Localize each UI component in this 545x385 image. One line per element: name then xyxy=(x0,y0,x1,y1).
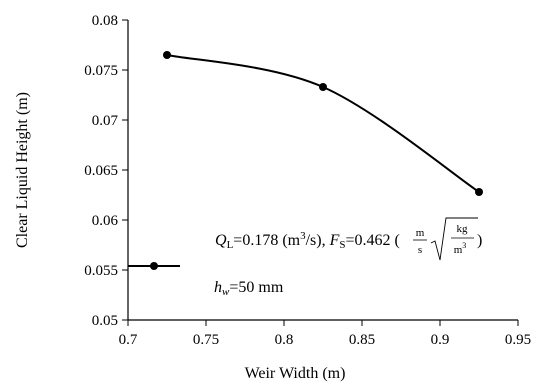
x-tick-label: 0.95 xyxy=(505,332,531,348)
legend-subscript: w xyxy=(222,286,230,298)
annotation-q-unit-end: /s), xyxy=(306,232,330,249)
annotation-q-sup: 3 xyxy=(300,230,306,242)
legend-marker xyxy=(150,262,158,270)
fraction-kg: kg xyxy=(457,223,469,235)
data-point xyxy=(319,83,327,91)
fraction-m: m xyxy=(416,227,425,239)
y-tick-label: 0.065 xyxy=(84,163,118,179)
fraction-s: s xyxy=(418,244,422,256)
sqrt-sign xyxy=(430,217,478,261)
annotation-f-value: =0.462 ( xyxy=(346,232,400,249)
y-tick-label: 0.05 xyxy=(92,313,118,329)
y-tick-label: 0.075 xyxy=(84,63,118,79)
legend-symbol: h xyxy=(214,279,222,296)
legend-value: =50 mm xyxy=(229,279,283,296)
x-tick-label: 0.85 xyxy=(349,332,375,348)
fraction-m3-base: m xyxy=(454,244,463,256)
legend-label: hw=50 mm xyxy=(214,279,284,298)
annotation-q-value: =0.178 (m xyxy=(233,232,300,249)
series-line xyxy=(166,54,480,193)
y-tick-label: 0.08 xyxy=(92,13,118,29)
annotation-close-paren: ) xyxy=(477,232,482,249)
fraction-m3-sup: 3 xyxy=(462,241,466,250)
annotation-q-symbol: Q xyxy=(215,232,227,249)
annotation-q-subscript: L xyxy=(227,239,234,251)
x-tick-label: 0.8 xyxy=(275,332,294,348)
data-point xyxy=(163,51,171,59)
x-tick-label: 0.75 xyxy=(193,332,219,348)
y-axis-label: Clear Liquid Height (m) xyxy=(14,92,31,248)
y-tick-label: 0.06 xyxy=(92,213,119,229)
y-tick-label: 0.07 xyxy=(92,113,119,129)
x-tick-label: 0.9 xyxy=(431,332,450,348)
annotation-f-symbol: F xyxy=(329,232,340,249)
fraction-m3: m3 xyxy=(454,241,467,256)
y-tick-label: 0.055 xyxy=(84,263,118,279)
annotation-text: QL=0.178 (m3/s), FS=0.462 ( xyxy=(215,230,400,251)
x-axis-label: Weir Width (m) xyxy=(245,365,346,382)
x-tick-label: 0.7 xyxy=(119,332,138,348)
annotation-f-subscript: S xyxy=(339,239,345,251)
data-point xyxy=(475,188,483,196)
